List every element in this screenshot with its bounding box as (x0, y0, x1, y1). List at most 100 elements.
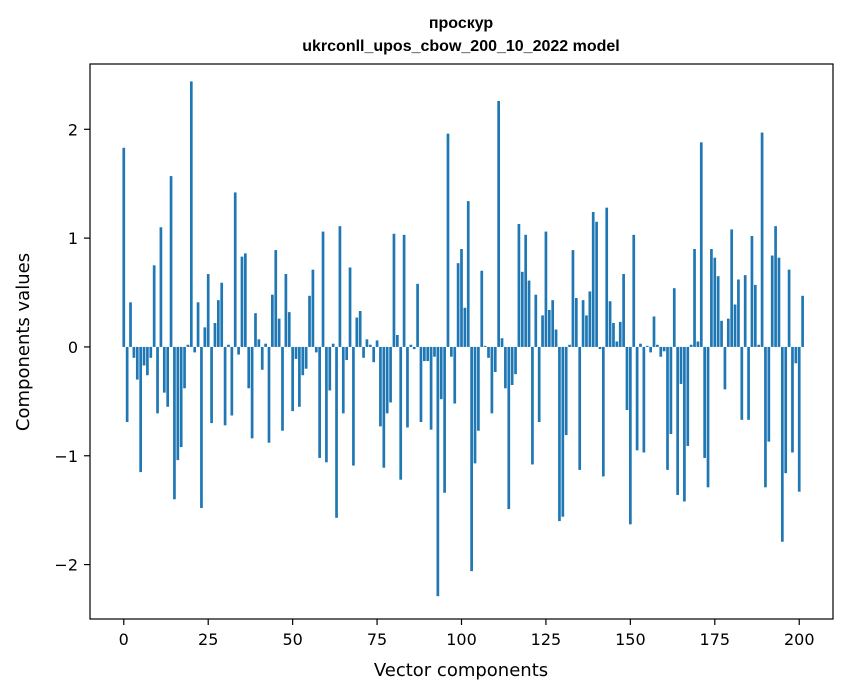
bar-32 (230, 346, 234, 416)
bar-75 (375, 340, 379, 347)
bar-123 (537, 346, 541, 423)
bar-132 (568, 344, 571, 347)
y-tick-label: 2 (68, 120, 78, 139)
x-tick-label: 150 (615, 630, 646, 649)
bar-19 (186, 344, 190, 347)
bar-161 (666, 346, 669, 470)
bar-136 (581, 300, 585, 347)
bar-68 (352, 346, 355, 466)
bar-72 (365, 339, 369, 347)
y-tick-label: −1 (54, 447, 78, 466)
bar-113 (504, 346, 507, 389)
bar-90 (426, 346, 430, 362)
chart-subtitle: ukrconll_upos_cbow_200_10_2022 model (302, 38, 619, 55)
bar-143 (605, 207, 609, 347)
bar-58 (318, 346, 321, 458)
bar-93 (436, 346, 440, 597)
bar-26 (210, 346, 213, 424)
bar-137 (585, 315, 588, 347)
bar-11 (159, 227, 163, 347)
bar-39 (254, 313, 257, 347)
bar-13 (166, 346, 170, 407)
bar-148 (622, 274, 625, 347)
x-tick-label: 100 (446, 630, 477, 649)
bar-131 (564, 346, 568, 436)
x-tick-label: 75 (367, 630, 387, 649)
bar-117 (517, 223, 521, 347)
y-tick-label: −2 (54, 556, 78, 575)
bar-6 (142, 346, 146, 366)
bar-69 (355, 317, 359, 347)
bar-49 (287, 312, 291, 347)
bar-67 (348, 267, 352, 347)
bar-149 (625, 346, 629, 411)
bar-150 (629, 346, 632, 525)
bar-62 (331, 343, 335, 347)
bar-142 (601, 346, 605, 477)
bar-43 (267, 346, 271, 443)
bar-179 (726, 318, 730, 347)
bar-128 (554, 329, 558, 347)
bar-56 (311, 269, 315, 347)
bar-40 (257, 339, 261, 347)
bar-187 (753, 284, 757, 347)
bar-108 (487, 346, 490, 358)
bar-190 (764, 346, 767, 488)
bar-91 (429, 346, 433, 430)
bar-144 (608, 301, 612, 347)
bar-175 (713, 257, 717, 347)
bar-88 (419, 346, 423, 423)
bar-119 (524, 234, 528, 347)
bar-12 (162, 346, 166, 393)
bar-59 (321, 231, 325, 347)
bar-101 (463, 307, 467, 347)
bar-134 (574, 297, 578, 347)
y-tick-label: 0 (68, 338, 78, 357)
x-tick-label: 200 (784, 630, 815, 649)
bar-8 (149, 346, 153, 358)
bar-61 (328, 346, 332, 391)
bar-133 (571, 250, 575, 347)
bar-141 (598, 346, 602, 350)
bar-126 (547, 309, 551, 347)
bar-51 (294, 346, 298, 359)
bar-180 (730, 229, 734, 347)
bar-121 (531, 346, 534, 465)
bar-165 (679, 346, 683, 384)
bar-193 (774, 226, 777, 347)
bar-135 (578, 346, 582, 470)
bar-139 (591, 212, 595, 347)
bar-172 (703, 346, 707, 458)
bar-35 (240, 256, 244, 347)
bar-64 (338, 226, 342, 347)
bar-167 (686, 346, 690, 446)
bars-group (122, 81, 804, 597)
bar-83 (402, 234, 406, 347)
bar-60 (325, 346, 328, 463)
x-tick-label: 0 (119, 630, 129, 649)
bar-201 (801, 295, 804, 347)
bar-46 (277, 318, 281, 347)
bar-89 (423, 346, 426, 362)
bar-96 (446, 133, 450, 347)
bar-63 (335, 346, 338, 518)
bar-166 (683, 346, 686, 502)
bar-183 (740, 346, 744, 420)
bar-81 (395, 334, 399, 347)
bar-21 (193, 346, 197, 353)
bar-37 (247, 346, 251, 389)
bar-188 (757, 344, 761, 347)
bar-159 (659, 346, 663, 357)
bar-86 (412, 346, 416, 350)
bar-98 (453, 346, 457, 404)
bar-195 (780, 346, 784, 542)
bar-160 (662, 346, 666, 352)
bar-118 (520, 271, 524, 347)
bar-87 (416, 283, 419, 347)
bar-114 (507, 346, 511, 510)
bar-151 (632, 234, 636, 347)
bar-192 (770, 255, 774, 347)
bar-197 (787, 269, 791, 347)
bar-9 (152, 265, 156, 347)
